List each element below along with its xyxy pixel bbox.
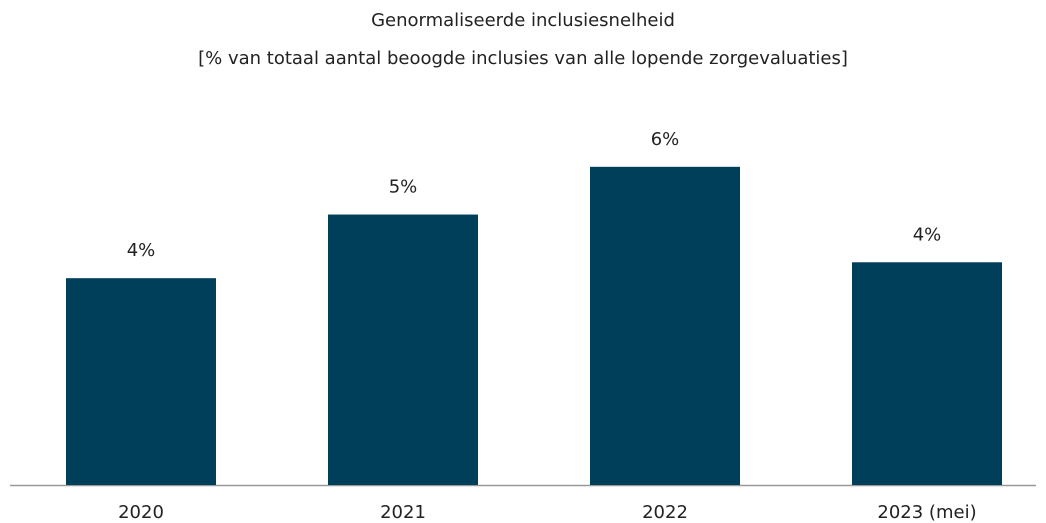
x-tick-label: 2021 (380, 502, 426, 523)
bar (590, 166, 740, 485)
x-tick-label: 2023 (mei) (877, 502, 976, 523)
chart-title: Genormaliseerde inclusiesnelheid (371, 10, 675, 31)
data-label: 4% (913, 224, 942, 245)
x-tick-label: 2020 (118, 502, 164, 523)
data-label: 5% (389, 177, 418, 198)
data-label: 6% (651, 129, 680, 150)
bar (328, 214, 478, 485)
data-label: 4% (127, 240, 156, 261)
x-tick-label: 2022 (642, 502, 688, 523)
bar (66, 278, 216, 485)
chart-subtitle: [% van totaal aantal beoogde inclusies v… (198, 48, 848, 69)
bar (852, 262, 1002, 485)
